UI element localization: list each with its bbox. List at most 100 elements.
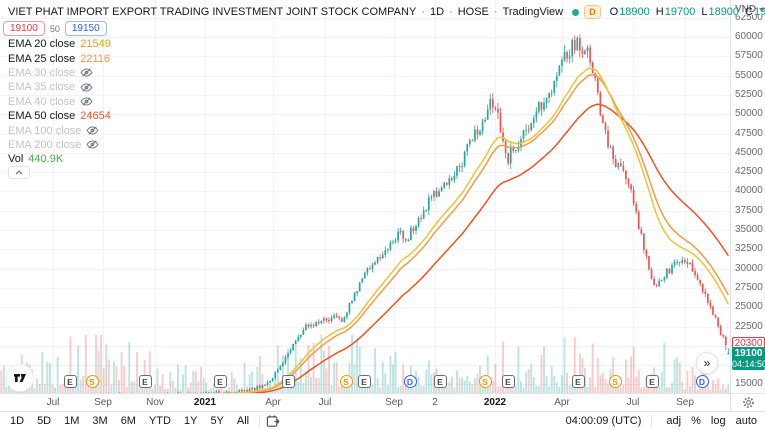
legend-value: 440.9K xyxy=(28,153,64,166)
legend-value: 22116 xyxy=(80,52,111,65)
last-price-value: 19100 xyxy=(734,348,763,359)
time-tick-label: Nov xyxy=(146,397,164,408)
event-badge-earnings[interactable]: E xyxy=(213,375,227,388)
price-tick-label: 27500 xyxy=(735,281,763,293)
ohlc-letter: L xyxy=(701,6,708,18)
time-tick-label: 2021 xyxy=(193,397,217,408)
event-badge-split[interactable]: S xyxy=(608,375,622,388)
brand-label[interactable]: TradingView xyxy=(502,6,564,18)
event-badge-split[interactable]: S xyxy=(85,375,99,388)
eye-off-icon[interactable] xyxy=(86,138,99,151)
legend-row[interactable]: EMA 100 close xyxy=(8,123,111,137)
legend-row[interactable]: EMA 50 close 24654 xyxy=(8,109,111,123)
price-tick-label: 37500 xyxy=(735,204,763,216)
legend-label: Vol xyxy=(8,153,24,166)
range-button-5y[interactable]: 5Y xyxy=(210,415,224,427)
separator: · xyxy=(449,6,453,18)
range-button-all[interactable]: All xyxy=(236,415,250,427)
legend-collapse-button[interactable] xyxy=(8,166,30,179)
separator: · xyxy=(421,6,425,18)
legend-row[interactable]: EMA 25 close 22116 xyxy=(8,51,111,65)
percent-toggle[interactable]: % xyxy=(691,415,701,427)
candlestick-chart-canvas[interactable] xyxy=(0,0,730,393)
clock-utc[interactable]: 04:00:09 (UTC) xyxy=(565,415,642,427)
ohlc-letter: H xyxy=(655,6,664,18)
tradingview-logo[interactable] xyxy=(6,364,34,392)
legend-label: EMA 200 close xyxy=(8,138,82,151)
scroll-to-latest-button[interactable]: » xyxy=(696,352,718,374)
event-badge-earnings[interactable]: E xyxy=(281,375,295,388)
event-badge-dividend[interactable]: D xyxy=(403,375,417,388)
event-badge-earnings[interactable]: E xyxy=(433,375,447,388)
event-badge-earnings[interactable]: E xyxy=(501,375,515,388)
legend-row[interactable]: EMA 40 close xyxy=(8,95,111,109)
chevron-up-icon xyxy=(15,170,23,175)
event-badge-earnings[interactable]: E xyxy=(645,375,659,388)
event-badge-earnings[interactable]: E xyxy=(138,375,152,388)
legend-label: EMA 50 close xyxy=(8,110,76,123)
price-tick-label: 30000 xyxy=(735,262,763,274)
ohlc-value: 18900 xyxy=(708,6,740,18)
legend-label: EMA 35 close xyxy=(8,81,76,94)
time-tick-label: Jul xyxy=(318,397,332,408)
time-tick-label: 2 xyxy=(432,397,438,408)
price-tick-label: 47500 xyxy=(735,127,763,139)
time-tick-label: Apr xyxy=(265,397,281,408)
bid-button[interactable]: 19100 xyxy=(3,21,45,36)
eye-off-icon[interactable] xyxy=(80,95,93,108)
range-button-1d[interactable]: 1D xyxy=(10,415,25,427)
event-badge-split[interactable]: S xyxy=(478,375,492,388)
range-button-5d[interactable]: 5D xyxy=(37,415,52,427)
price-tick-label: 25000 xyxy=(735,301,763,313)
ohlc-pair: L 18900 xyxy=(701,6,739,18)
legend-row[interactable]: EMA 20 close 21549 xyxy=(8,37,111,51)
adjust-toggle[interactable]: adj xyxy=(666,415,682,427)
auto-toggle[interactable]: auto xyxy=(735,415,757,427)
legend-row[interactable]: EMA 200 close xyxy=(8,138,111,152)
range-button-3m[interactable]: 3M xyxy=(92,415,108,427)
go-to-date-icon[interactable] xyxy=(266,414,281,429)
time-tick-label: Jul xyxy=(46,397,60,408)
range-button-6m[interactable]: 6M xyxy=(120,415,136,427)
price-tick-label: 42500 xyxy=(735,166,763,178)
range-button-1y[interactable]: 1Y xyxy=(183,415,198,427)
range-button-1m[interactable]: 1M xyxy=(64,415,80,427)
eye-off-icon[interactable] xyxy=(86,124,99,137)
legend-row[interactable]: Vol 440.9K xyxy=(8,152,111,166)
eye-off-icon[interactable] xyxy=(80,81,93,94)
last-price-badge: 19100 04:14:50 xyxy=(732,347,765,370)
chart-header: VIET PHAT IMPORT EXPORT TRADING INVESTME… xyxy=(8,5,765,19)
legend-value: 21549 xyxy=(80,38,111,51)
toolbar-divider xyxy=(651,415,653,427)
price-axis[interactable]: VND 20300 19100 04:14:50 62500 60000 57500… xyxy=(730,0,765,393)
event-badge-earnings[interactable]: E xyxy=(571,375,585,388)
indicator-legend: EMA 20 close 21549 EMA 25 close 22116 EMA 30… xyxy=(8,37,111,167)
ohlc-pair: C19100 xyxy=(745,6,765,18)
interval-label[interactable]: 1D xyxy=(429,6,445,18)
log-toggle[interactable]: log xyxy=(710,415,726,427)
time-tick-label: Sep xyxy=(94,397,112,408)
legend-label: EMA 25 close xyxy=(8,52,76,65)
separator: · xyxy=(493,6,498,18)
price-tick-label: 62500 xyxy=(735,11,763,23)
ohlc-pair: H 19700 xyxy=(656,6,696,18)
tradingview-logo-icon xyxy=(14,374,26,382)
legend-row[interactable]: EMA 35 close xyxy=(8,80,111,94)
event-badge-split[interactable]: S xyxy=(339,375,353,388)
range-button-ytd[interactable]: YTD xyxy=(148,415,171,427)
legend-label: EMA 40 close xyxy=(8,95,76,108)
bid-ask-row: 19100 50 19150 xyxy=(3,21,107,36)
currency-selector[interactable]: VND xyxy=(735,4,765,15)
ask-button[interactable]: 19150 xyxy=(64,21,107,36)
eye-off-icon[interactable] xyxy=(80,66,93,79)
event-badge-dividend[interactable]: D xyxy=(695,375,709,388)
symbol-title[interactable]: VIET PHAT IMPORT EXPORT TRADING INVESTME… xyxy=(8,6,417,18)
axis-settings-corner[interactable] xyxy=(730,393,765,411)
ohlc-letter: O xyxy=(609,6,619,18)
time-axis[interactable]: Jul Sep Nov 2021 Apr Jul Sep 2 2022 Apr Jul Sep xyxy=(0,393,730,411)
event-badge-earnings[interactable]: E xyxy=(357,375,371,388)
legend-row[interactable]: EMA 30 close xyxy=(8,66,111,80)
exchange-label[interactable]: HOSE xyxy=(457,6,489,18)
event-badge-earnings[interactable]: E xyxy=(63,375,77,388)
